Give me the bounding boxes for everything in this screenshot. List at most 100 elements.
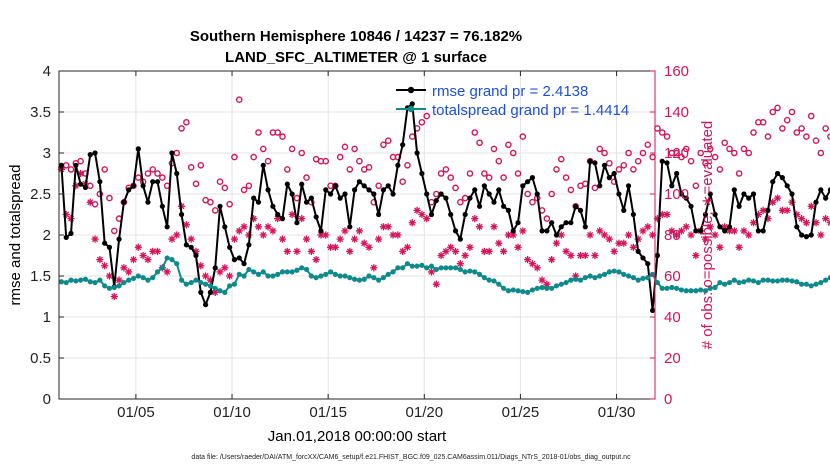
obs-possible-marker [702, 159, 709, 167]
totalspread-point [448, 265, 454, 271]
rmse-point [529, 175, 536, 181]
rmse-point [457, 236, 463, 242]
obs-evaluated-marker [451, 247, 460, 255]
rmse-point [746, 195, 752, 201]
obs-possible-marker [543, 215, 551, 222]
obs-possible-marker [682, 145, 690, 153]
rmse-point [496, 187, 502, 193]
obs-possible-marker [735, 170, 743, 177]
rmse-point [558, 224, 564, 230]
legend-spread-label: totalspread grand pr = 1.4414 [432, 102, 629, 119]
obs-evaluated-marker [749, 219, 758, 227]
x-tick-label: 01/20 [406, 404, 444, 421]
totalspread-point [327, 269, 334, 275]
rmse-point [58, 162, 65, 168]
obs-possible-marker [759, 118, 767, 126]
rmse-point [342, 191, 348, 197]
obs-evaluated-marker [485, 247, 493, 255]
obs-possible-marker [788, 108, 796, 116]
rmse-point [236, 255, 242, 261]
rmse-point [116, 236, 122, 242]
y-tick-label: 3.5 [30, 104, 51, 121]
chart-title-line1: Southern Hemisphere 10846 / 14237 = 76.1… [190, 28, 522, 45]
obs-possible-marker [135, 174, 142, 181]
rmse-point [279, 216, 286, 222]
obs-evaluated-marker [629, 243, 637, 251]
totalspread-point [702, 288, 709, 294]
rmse-point [202, 302, 209, 308]
obs-evaluated-marker [221, 264, 229, 272]
obs-evaluated-marker [620, 239, 628, 247]
rmse-point [135, 146, 141, 152]
totalspread-point [116, 283, 122, 289]
totalspread-point [428, 263, 435, 269]
rmse-point [323, 187, 329, 193]
y-tick-label: 1.5 [30, 268, 51, 285]
obs-evaluated-marker [706, 223, 714, 231]
rmse-point [462, 211, 468, 218]
obs-evaluated-marker [701, 235, 710, 243]
rmse-point [130, 183, 137, 189]
obs-possible-marker [716, 166, 724, 173]
rmse-point [428, 211, 435, 218]
obs-evaluated-marker [399, 247, 407, 255]
totalspread-point [808, 283, 814, 289]
rmse-point [823, 195, 829, 201]
rmse-point [750, 191, 757, 197]
obs-possible-marker [625, 149, 632, 157]
totalspread-point [376, 277, 382, 283]
totalspread-point [678, 287, 685, 293]
totalspread-point [630, 275, 636, 281]
obs-possible-marker [144, 170, 152, 177]
totalspread-point [750, 278, 757, 284]
obs-evaluated-marker [692, 251, 700, 260]
totalspread-point [227, 283, 233, 289]
obs-possible-marker [466, 170, 474, 177]
obs-possible-marker [471, 129, 479, 136]
obs-evaluated-marker [826, 219, 830, 227]
obs-evaluated-marker [125, 268, 133, 276]
totalspread-point [404, 261, 411, 267]
rmse-point [827, 187, 830, 193]
obs-evaluated-marker [797, 215, 806, 223]
totalspread-point [198, 279, 204, 286]
obs-evaluated-marker [480, 247, 488, 255]
obs-evaluated-marker [682, 223, 690, 231]
totalspread-point [73, 278, 79, 284]
obs-possible-marker [356, 157, 363, 165]
obs-evaluated-marker [264, 223, 272, 231]
obs-possible-marker [101, 166, 108, 173]
rmse-point [606, 175, 612, 181]
obs-possible-marker [750, 129, 757, 136]
rmse-point [760, 228, 766, 234]
obs-evaluated-marker [624, 231, 633, 239]
totalspread-point [813, 281, 819, 287]
totalspread-point [356, 277, 363, 283]
rmse-point [813, 199, 819, 205]
y-right-tick-label: 120 [664, 145, 689, 162]
y-tick-label: 0.5 [30, 350, 51, 367]
totalspread-point [87, 279, 93, 285]
legend: rmse grand pr = 2.4138 totalspread grand… [396, 83, 629, 119]
rmse-point [376, 211, 382, 218]
y-right-tick-label: 80 [664, 227, 681, 244]
legend-rmse-label: rmse grand pr = 2.4138 [432, 83, 588, 100]
obs-possible-marker [774, 104, 781, 112]
rmse-point [395, 162, 401, 168]
obs-possible-marker [336, 153, 344, 161]
obs-evaluated-marker [745, 231, 753, 239]
rmse-point [693, 228, 699, 234]
obs-possible-marker [447, 174, 455, 181]
obs-evaluated-marker [677, 227, 686, 235]
rmse-point [779, 175, 785, 181]
obs-evaluated-marker [802, 219, 811, 227]
obs-possible-marker [553, 166, 560, 173]
totalspread-point [313, 275, 319, 281]
totalspread-point [592, 275, 598, 281]
rmse-point [731, 187, 737, 193]
totalspread-point [255, 271, 262, 277]
rmse-point [818, 187, 824, 193]
obs-possible-marker [807, 112, 815, 120]
totalspread-point [722, 281, 728, 287]
obs-possible-marker [255, 129, 262, 136]
